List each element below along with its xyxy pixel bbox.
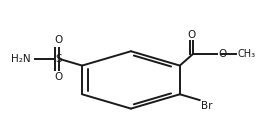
Text: Br: Br xyxy=(201,101,212,112)
Text: O: O xyxy=(55,72,63,82)
Text: O: O xyxy=(55,35,63,45)
Text: S: S xyxy=(56,54,62,64)
Text: O: O xyxy=(218,49,227,59)
Text: O: O xyxy=(188,30,196,40)
Text: H₂N: H₂N xyxy=(11,54,31,64)
Text: CH₃: CH₃ xyxy=(238,49,256,59)
